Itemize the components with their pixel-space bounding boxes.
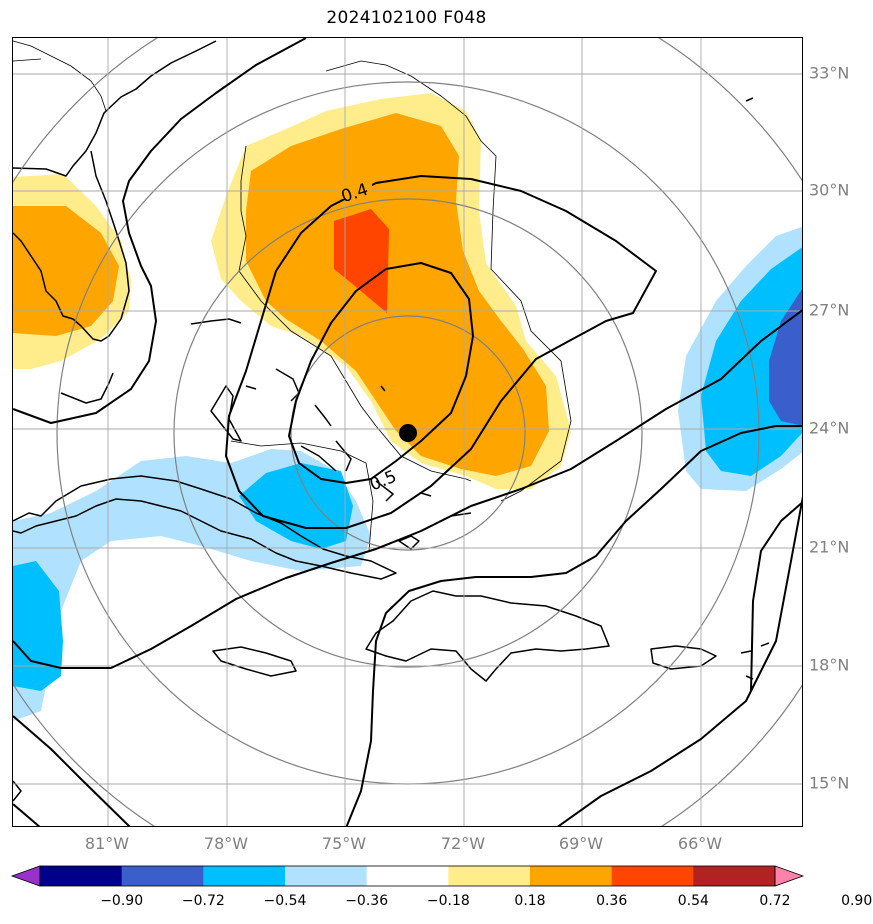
island-cat (335, 440, 352, 472)
island-abaco (275, 368, 300, 402)
lon-label-72w: 72°W (440, 834, 486, 853)
colorbar-swatch (203, 866, 286, 886)
colorbar-outline (39, 865, 776, 887)
colorbar-swatch (693, 866, 776, 886)
colorbar-swatch (611, 866, 694, 886)
colorbar-extend-max (774, 865, 805, 887)
lat-label-27n: 27°N (809, 300, 850, 320)
map-canvas: 0.4 0.5 (13, 38, 802, 826)
island-grand-bahama (190, 318, 242, 325)
contour-inner-0-5 (288, 262, 474, 484)
colorbar-swatch (285, 866, 368, 886)
colorbar-swatch (40, 866, 123, 886)
colorbar-swatch (448, 866, 531, 886)
lon-label-81w: 81°W (84, 834, 130, 853)
colorbar-swatch (366, 866, 449, 886)
shade-blue-west (13, 561, 63, 691)
shade-royalblue-atlantic (769, 289, 802, 426)
lat-label-33n: 33°N (809, 63, 850, 83)
island-small-1 (380, 385, 386, 392)
map-title: 2024102100 F048 (326, 8, 487, 28)
island-small-2 (245, 385, 257, 390)
colorbar-tick-label: 0.36 (596, 893, 628, 909)
island-jamaica (212, 646, 297, 677)
island-hispaniola (365, 590, 610, 682)
colorbar-tick-label: 0.18 (514, 893, 546, 909)
coast-southeast-us (13, 40, 217, 177)
lat-label-30n: 30°N (809, 180, 850, 200)
contour-far-south (13, 715, 131, 826)
island-cuba (13, 475, 397, 580)
colorbar-swatches (10, 865, 805, 887)
lat-label-24n: 24°N (809, 418, 850, 438)
colorbar-tick-label: −0.72 (181, 893, 225, 909)
lat-label-18n: 18°N (809, 655, 850, 675)
borders (13, 40, 572, 552)
colorbar-swatch (121, 866, 204, 886)
contour-lower-right (557, 496, 802, 826)
island-eleuthera (314, 404, 332, 427)
colorbar-tick-label: 0.72 (759, 893, 791, 909)
island-puerto-rico (650, 645, 717, 670)
lon-label-75w: 75°W (321, 834, 367, 853)
lon-label-66w: 66°W (677, 834, 723, 853)
lat-label-15n: 15°N (809, 773, 850, 793)
contour-lower-ring (13, 803, 41, 826)
colorbar-tick-label: −0.18 (426, 893, 470, 909)
colorbar-tick-label: −0.90 (100, 893, 144, 909)
storm-center-marker (399, 424, 417, 442)
contour-left-ring (13, 38, 307, 424)
shade-orange-florida (13, 206, 119, 336)
lon-label-69w: 69°W (558, 834, 604, 853)
map-panel[interactable]: 0.4 0.5 (12, 37, 803, 827)
colorbar-tick-label: −0.54 (263, 893, 307, 909)
contours (13, 38, 802, 826)
colorbar-tick-label: 0.54 (677, 893, 709, 909)
contour-east-lower-2 (750, 501, 802, 692)
island-antilles (740, 642, 770, 680)
colorbar-tick-label: −0.36 (345, 893, 389, 909)
island-exuma (300, 445, 337, 472)
coast-florida (13, 150, 130, 342)
island-long (375, 480, 394, 502)
island-caicos (450, 512, 472, 517)
contour-south-band (13, 309, 802, 669)
colorbar-extend-min (10, 865, 41, 887)
contour-0-4 (225, 175, 657, 529)
colorbar (10, 865, 805, 887)
island-turks (420, 492, 432, 497)
colorbar-swatch (530, 866, 613, 886)
shade-red-core (334, 209, 389, 313)
shade-orange-central (246, 113, 549, 476)
coast-florida-keys (60, 372, 114, 404)
lat-label-21n: 21°N (809, 537, 850, 557)
colorbar-tick-label: 0.90 (841, 893, 873, 909)
lon-label-78w: 78°W (203, 834, 249, 853)
shaded-field (13, 93, 802, 721)
contour-east-lower (345, 425, 802, 826)
island-bermuda (745, 97, 754, 102)
